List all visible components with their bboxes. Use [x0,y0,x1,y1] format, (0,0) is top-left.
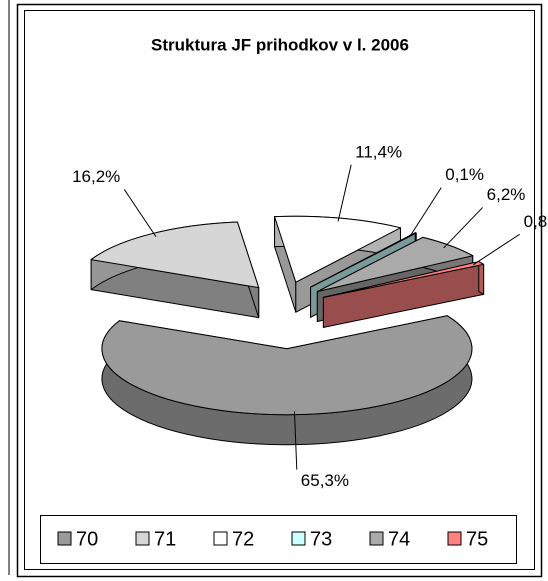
pie-slice [101,315,473,446]
slice-side [478,261,485,295]
data-label: 0,1% [445,165,484,184]
data-label: 11,4% [355,142,402,161]
data-label: 0,8% [524,212,548,231]
legend-label: 71 [154,528,176,550]
leader-line [337,164,352,222]
slice-top [274,215,401,283]
legend-box [40,515,517,564]
legend-label: 70 [76,528,98,550]
data-label: 16,2% [72,167,120,186]
legend-label: 72 [232,528,254,550]
leader-line [409,187,442,236]
legend-swatch [57,531,72,546]
legend-label: 75 [466,528,488,550]
chart-title: Struktura JF prihodkov v l. 2006 [151,35,409,54]
data-label: 65,3% [301,471,349,490]
legend-label: 74 [388,528,410,550]
leader-line [293,411,298,470]
leader-line [473,233,520,266]
slice-top [316,236,474,293]
pie-slice [90,221,260,319]
slice-top [90,221,260,289]
data-label: 6,2% [487,185,526,204]
legend-swatch [135,531,150,546]
slice-top [310,232,417,288]
legend-label: 73 [310,528,332,550]
leader-line [123,189,157,238]
leader-line [443,207,484,249]
pie-slice [322,261,485,328]
legend-swatch [213,531,228,546]
legend-swatch [291,531,306,546]
plot-frame [24,10,535,570]
legend-swatch [369,531,384,546]
legend-swatch [447,531,462,546]
